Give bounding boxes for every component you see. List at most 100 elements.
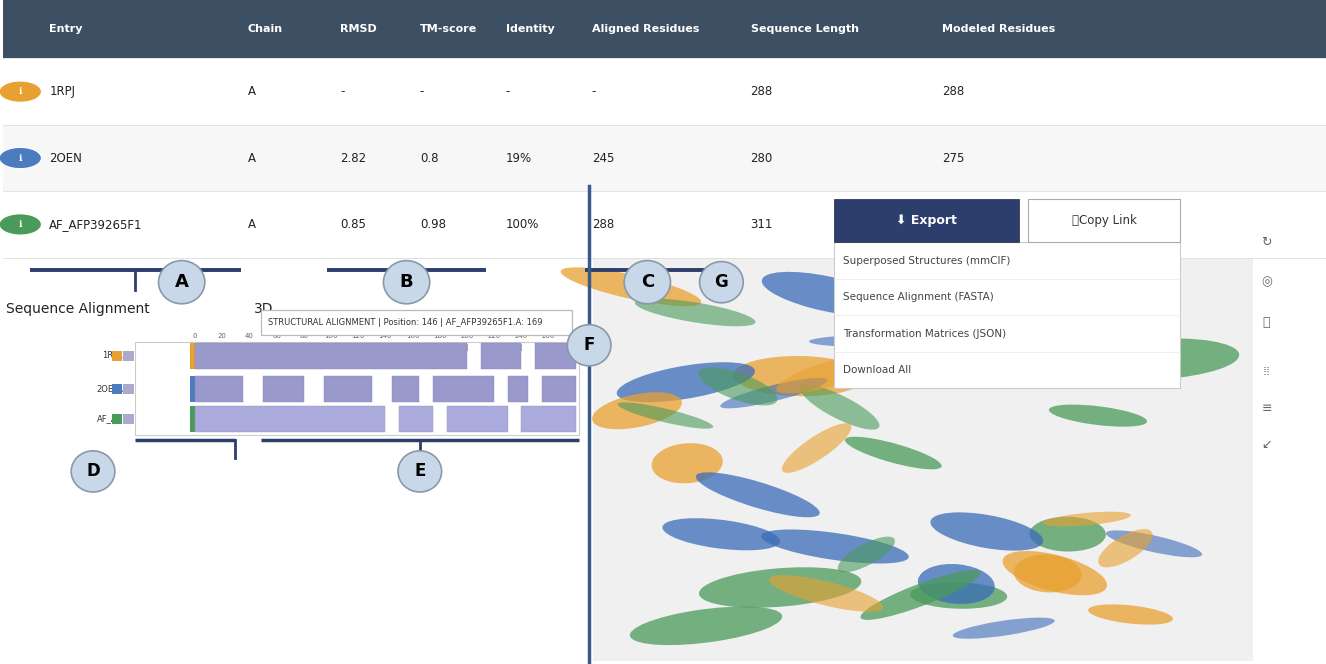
Text: 260: 260 [542,333,556,339]
Bar [111,351,122,361]
Text: 275: 275 [943,151,965,165]
Bar [123,384,134,394]
Bar [447,406,508,432]
Bar [542,376,575,402]
Text: ↻: ↻ [1261,236,1272,249]
Text: Sequence Alignment (FASTA): Sequence Alignment (FASTA) [843,292,994,302]
Text: 140: 140 [379,333,392,339]
Text: 0.8: 0.8 [420,151,439,165]
Bar [593,249,1253,661]
Ellipse shape [761,529,908,564]
Ellipse shape [801,385,879,430]
Text: 🔍: 🔍 [1262,315,1270,329]
Text: 240: 240 [514,333,528,339]
Bar [392,376,419,402]
Bar [190,406,195,432]
Text: 245: 245 [591,151,614,165]
Text: -: - [420,85,424,98]
Ellipse shape [733,356,867,396]
Ellipse shape [910,582,1008,609]
Bar [3,58,1326,125]
Ellipse shape [635,299,756,326]
Text: 1RPJ.A: 1RPJ.A [102,351,129,361]
Text: -: - [591,85,597,98]
Bar [536,343,575,369]
Bar [3,125,1326,191]
Ellipse shape [398,451,442,492]
Ellipse shape [861,570,980,620]
Text: 0: 0 [192,333,198,339]
Bar [111,414,122,424]
Ellipse shape [1049,404,1147,427]
Text: AF_AFP39265F1: AF_AFP39265F1 [49,218,143,231]
Text: Aligned Residues: Aligned Residues [591,24,699,35]
Ellipse shape [1059,329,1146,369]
Text: 100%: 100% [505,218,540,231]
Text: ◎: ◎ [1261,276,1272,289]
Text: 40: 40 [245,333,253,339]
Bar [190,343,195,369]
Ellipse shape [1020,301,1114,327]
Text: A: A [248,85,256,98]
Text: 280: 280 [751,151,773,165]
Circle shape [0,81,41,102]
Text: 200: 200 [460,333,473,339]
Bar [123,351,134,361]
Text: 60: 60 [272,333,281,339]
Text: -: - [505,85,511,98]
Text: 0.85: 0.85 [341,218,366,231]
Bar [135,342,578,435]
Text: AF_AF...: AF_AF... [97,414,129,424]
Text: B: B [399,273,414,291]
Text: RMSD: RMSD [341,24,377,35]
Ellipse shape [568,325,611,366]
Text: 100: 100 [325,333,338,339]
Bar [195,343,467,369]
Ellipse shape [593,392,682,429]
Ellipse shape [1106,531,1203,557]
Text: -: - [341,85,345,98]
Text: ⁞⁞: ⁞⁞ [1262,365,1270,378]
Text: TM-score: TM-score [420,24,477,35]
Text: 160: 160 [406,333,419,339]
Text: 288: 288 [943,85,964,98]
Ellipse shape [625,261,671,304]
Ellipse shape [663,518,780,550]
Ellipse shape [1089,604,1174,625]
Bar [399,406,434,432]
Bar [3,0,1326,58]
Text: A: A [248,151,256,165]
Text: ↙: ↙ [1261,438,1272,452]
Text: 2OEN: 2OEN [49,151,82,165]
Ellipse shape [699,567,862,608]
Ellipse shape [699,367,777,406]
Bar [3,191,1326,258]
Text: 220: 220 [488,333,501,339]
Bar [123,414,134,424]
Bar [263,376,304,402]
Text: 0.98: 0.98 [420,218,446,231]
Text: A: A [248,218,256,231]
Text: 20: 20 [217,333,227,339]
Text: ⬇ Export: ⬇ Export [896,214,957,227]
Ellipse shape [1029,517,1106,552]
Text: ⧉Copy Link: ⧉Copy Link [1071,214,1136,227]
Ellipse shape [72,451,115,492]
Bar [508,376,528,402]
Bar [195,376,243,402]
Ellipse shape [838,537,895,572]
Text: 288: 288 [751,85,773,98]
Text: 3D: 3D [255,301,274,316]
Text: 2OEN.A: 2OEN.A [97,384,129,394]
Text: Modeled Residues: Modeled Residues [943,24,1055,35]
Ellipse shape [809,335,934,347]
Text: ℹ: ℹ [19,87,23,96]
Text: 311: 311 [751,218,773,231]
Text: STRUCTURAL ALIGNMENT | Position: 146 | AF_AFP39265F1.A: 169: STRUCTURAL ALIGNMENT | Position: 146 | A… [268,318,542,327]
Ellipse shape [159,261,204,304]
Bar [324,376,371,402]
Text: Identity: Identity [505,24,554,35]
Ellipse shape [696,472,819,517]
Ellipse shape [1075,339,1240,380]
Ellipse shape [989,346,1058,375]
